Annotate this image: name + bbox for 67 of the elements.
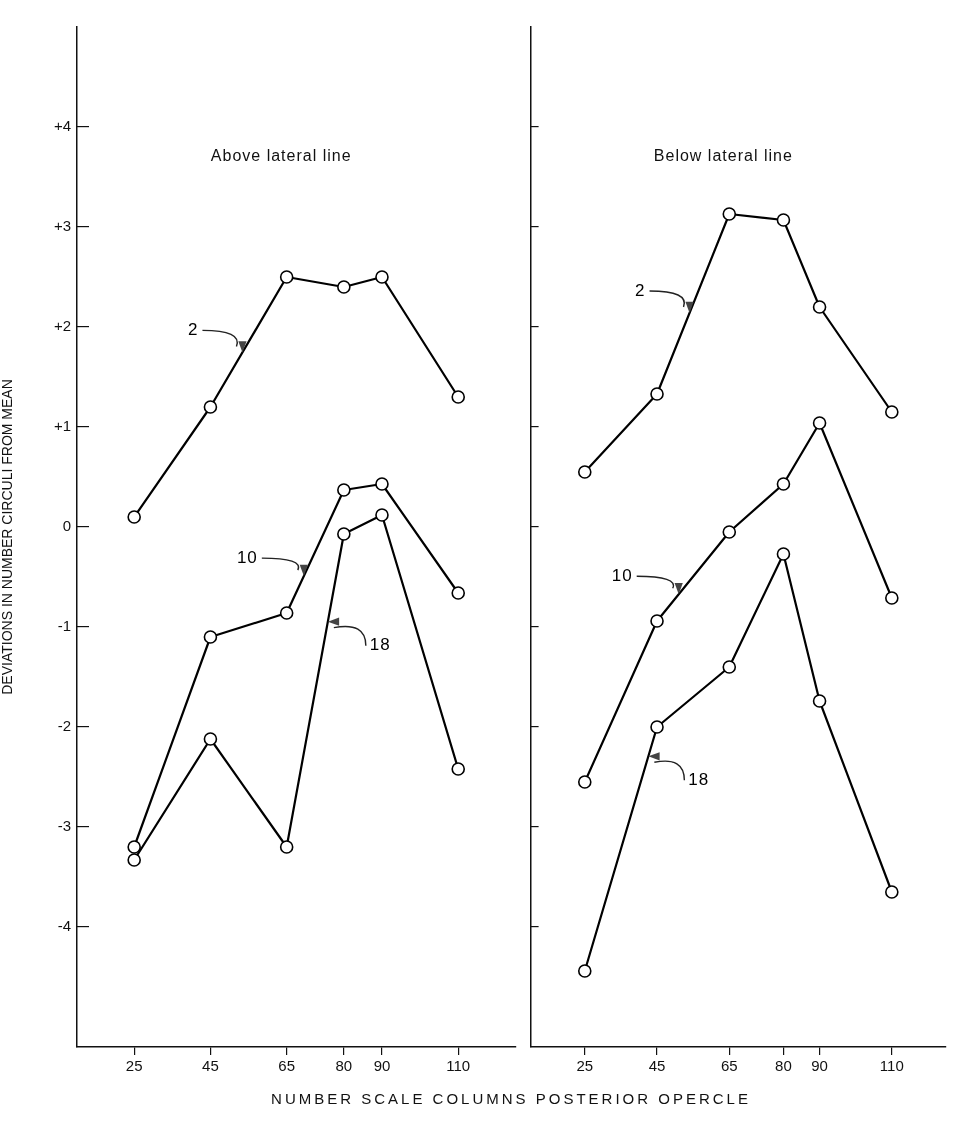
point bbox=[375, 477, 389, 491]
point bbox=[577, 465, 592, 479]
x-tick-label: 45 bbox=[202, 1057, 219, 1075]
point bbox=[885, 405, 899, 419]
point bbox=[203, 732, 218, 746]
point bbox=[776, 213, 791, 227]
text: 18 bbox=[688, 769, 710, 789]
point bbox=[337, 483, 351, 497]
x-axis-title: NUMBER SCALE COLUMNS POSTERIOR OPERCLE bbox=[270, 1090, 752, 1107]
text: Below lateral line bbox=[653, 147, 793, 165]
x-tick-label: 25 bbox=[576, 1057, 594, 1075]
y-axis-title: DEVIATIONS IN NUMBER CIRCULI FROM MEAN bbox=[0, 379, 16, 695]
y-tick-label: 0 bbox=[62, 517, 71, 535]
x-tick-label: 110 bbox=[446, 1057, 471, 1075]
x-tick-label: 25 bbox=[125, 1057, 143, 1075]
point bbox=[722, 207, 737, 221]
point bbox=[127, 840, 141, 854]
point bbox=[375, 270, 389, 284]
point bbox=[577, 775, 592, 789]
y-tick-label: -3 bbox=[57, 817, 71, 835]
x-tick-label: 110 bbox=[879, 1057, 904, 1075]
x-tick-label: 45 bbox=[648, 1057, 666, 1075]
x-tick-label: 90 bbox=[373, 1057, 391, 1075]
y-tick-label: +3 bbox=[53, 217, 71, 235]
point bbox=[279, 840, 294, 854]
point bbox=[375, 508, 389, 522]
point bbox=[451, 390, 466, 404]
point bbox=[722, 525, 737, 539]
text: 2 bbox=[187, 320, 199, 340]
point bbox=[451, 586, 466, 600]
point bbox=[812, 416, 827, 430]
point bbox=[812, 694, 827, 708]
x-tick-label: 90 bbox=[811, 1057, 828, 1075]
series-label: 18 bbox=[369, 635, 391, 655]
x-tick-label: 65 bbox=[278, 1057, 296, 1075]
point bbox=[203, 630, 218, 644]
point bbox=[722, 660, 737, 674]
y-tick-label: -1 bbox=[57, 617, 71, 635]
point bbox=[279, 606, 294, 620]
point bbox=[203, 400, 218, 414]
x-tick-label: 80 bbox=[775, 1057, 792, 1075]
text: 2 bbox=[635, 280, 646, 300]
text: 10 bbox=[236, 547, 258, 567]
point bbox=[337, 527, 351, 541]
point bbox=[885, 591, 899, 605]
point bbox=[337, 280, 351, 294]
y-tick-label: -2 bbox=[57, 717, 71, 735]
text: Above lateral line bbox=[210, 147, 352, 165]
y-tick-label: -4 bbox=[57, 917, 71, 935]
point bbox=[127, 853, 141, 867]
point bbox=[812, 300, 827, 314]
text: 10 bbox=[611, 565, 633, 585]
point bbox=[279, 270, 294, 284]
point bbox=[885, 885, 899, 899]
point bbox=[776, 477, 791, 491]
point bbox=[451, 762, 466, 776]
point bbox=[650, 387, 664, 401]
point bbox=[577, 964, 592, 978]
x-tick-label: 65 bbox=[720, 1057, 738, 1075]
y-tick-label: +2 bbox=[53, 317, 71, 335]
point bbox=[127, 510, 141, 524]
y-tick-label: +4 bbox=[53, 117, 71, 135]
point bbox=[776, 547, 791, 561]
y-tick-label: +1 bbox=[53, 417, 71, 435]
point bbox=[650, 614, 664, 628]
x-tick-label: 80 bbox=[335, 1057, 353, 1075]
point bbox=[650, 720, 664, 734]
